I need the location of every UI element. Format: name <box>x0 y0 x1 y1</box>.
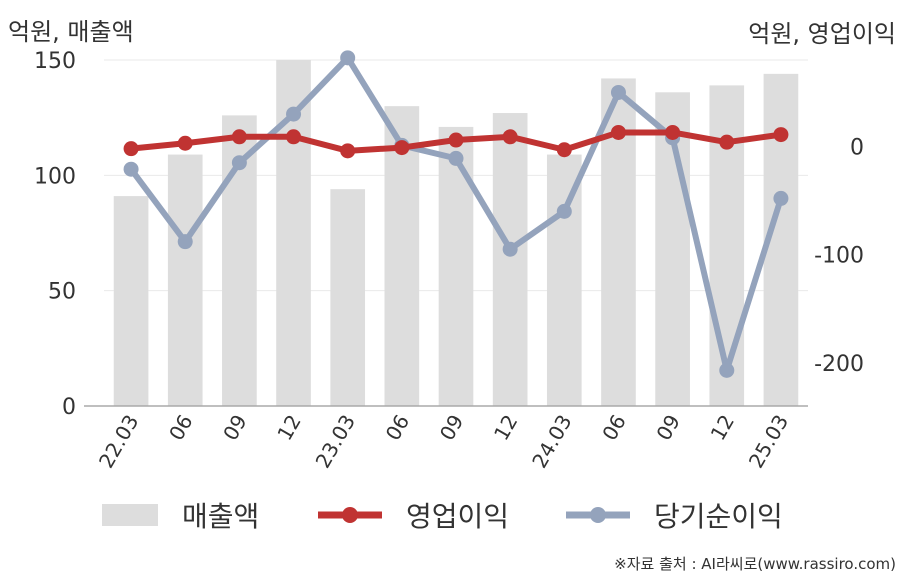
net-income-point <box>719 362 735 378</box>
legend: 매출액 영업이익 당기순이익 <box>0 490 908 540</box>
right-axis-unit: 억원, 영업이익 <box>748 20 896 48</box>
net-income-point <box>123 161 139 177</box>
net-income-point <box>340 50 356 66</box>
legend-swatch-revenue <box>102 504 158 526</box>
operating-profit-point <box>286 129 302 145</box>
net-income-point <box>177 234 193 250</box>
x-tick-label: 09 <box>435 411 469 445</box>
net-income-point <box>231 155 247 171</box>
operating-profit-point <box>665 124 681 140</box>
legend-swatch-operating-profit <box>318 507 382 523</box>
operating-profit-point <box>177 135 193 151</box>
revenue-bar <box>492 113 528 406</box>
operating-profit-point <box>123 141 139 157</box>
right-tick-label: -200 <box>814 352 864 377</box>
net-income-point <box>556 203 572 219</box>
x-tick-label: 09 <box>218 411 252 445</box>
x-tick-label: 12 <box>489 411 523 445</box>
x-tick-label: 12 <box>706 411 740 445</box>
x-tick-label: 24.03 <box>527 411 576 473</box>
net-income-point <box>286 106 302 122</box>
net-income-point <box>502 241 518 257</box>
operating-profit-point <box>610 124 626 140</box>
net-income-point <box>773 190 789 206</box>
legend-label-revenue: 매출액 <box>182 500 260 533</box>
right-tick-label: 0 <box>850 136 864 161</box>
revenue-bar <box>167 154 203 406</box>
x-tick-label: 23.03 <box>311 411 360 473</box>
legend-item-operating-profit: 영업이익 <box>318 490 509 540</box>
x-tick-label: 06 <box>164 411 198 445</box>
legend-item-net-income: 당기순이익 <box>566 490 783 540</box>
operating-profit-point <box>340 143 356 159</box>
x-tick-label: 09 <box>651 411 685 445</box>
left-tick-label: 50 <box>48 280 76 305</box>
legend-item-revenue: 매출액 <box>102 490 259 540</box>
left-axis-unit: 억원, 매출액 <box>8 18 134 46</box>
x-tick-label: 12 <box>272 411 306 445</box>
operating-profit-point <box>719 134 735 150</box>
revenue-bar <box>330 189 366 406</box>
revenue-bar <box>384 106 420 406</box>
right-tick-label: -100 <box>814 244 864 269</box>
operating-profit-point <box>773 127 789 143</box>
operating-profit-point <box>231 129 247 145</box>
x-tick-label: 25.03 <box>744 411 793 473</box>
left-tick-label: 150 <box>34 49 76 74</box>
operating-profit-point <box>448 132 464 148</box>
legend-label-net-income: 당기순이익 <box>654 500 783 533</box>
net-income-point <box>448 150 464 166</box>
operating-profit-point <box>556 142 572 158</box>
revenue-bar <box>546 154 582 406</box>
left-tick-label: 100 <box>34 164 76 189</box>
legend-label-operating-profit: 영업이익 <box>406 500 510 533</box>
left-tick-label: 0 <box>62 395 76 420</box>
x-tick-label: 22.03 <box>94 411 143 473</box>
source-note: ※자료 출처 : AI라씨로(www.rassiro.com) <box>614 555 896 573</box>
net-income-point <box>610 84 626 100</box>
x-tick-label: 06 <box>381 411 415 445</box>
operating-profit-point <box>502 129 518 145</box>
revenue-bar <box>113 196 149 406</box>
operating-profit-point <box>394 140 410 156</box>
revenue-bar <box>438 126 474 406</box>
legend-swatch-net-income <box>566 507 630 523</box>
x-tick-label: 06 <box>597 411 631 445</box>
